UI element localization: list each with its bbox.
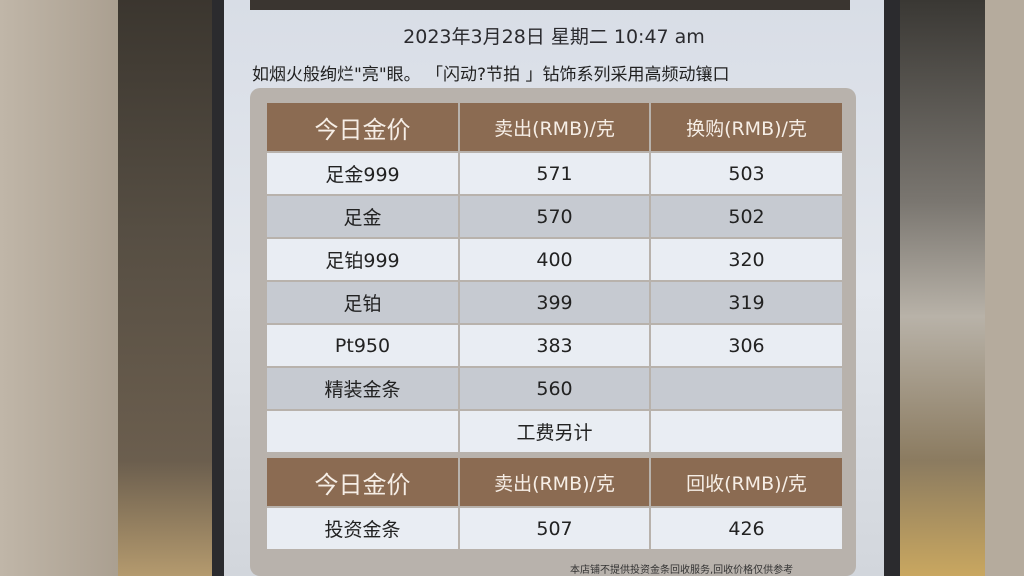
gold-price-table: 今日金价 卖出(RMB)/克 换购(RMB)/克 足金999 571 503 足金 5… bbox=[265, 101, 844, 454]
footnote: 本店铺不提供投资金条回收服务,回收价格仅供参考 bbox=[570, 565, 794, 576]
table-row: 投资金条 507 426 bbox=[267, 508, 842, 549]
cell: 570 bbox=[460, 196, 649, 237]
cell: 383 bbox=[460, 325, 649, 366]
table-row: Pt950 383 306 bbox=[267, 325, 842, 366]
header-cell: 今日金价 bbox=[267, 103, 458, 151]
table-row: 足金 570 502 bbox=[267, 196, 842, 237]
cell: 足金 bbox=[267, 196, 458, 237]
cell: 400 bbox=[460, 239, 649, 280]
table-header: 今日金价 卖出(RMB)/克 回收(RMB)/克 bbox=[267, 458, 842, 506]
table-header: 今日金价 卖出(RMB)/克 换购(RMB)/克 bbox=[267, 103, 842, 151]
header-cell: 换购(RMB)/克 bbox=[651, 103, 842, 151]
cell bbox=[267, 411, 458, 452]
cell: Pt950 bbox=[267, 325, 458, 366]
cell: 足铂 bbox=[267, 282, 458, 323]
wall-right bbox=[985, 0, 1024, 576]
cell: 502 bbox=[651, 196, 842, 237]
cell: 320 bbox=[651, 239, 842, 280]
table-row: 足铂999 400 320 bbox=[267, 239, 842, 280]
cell: 571 bbox=[460, 153, 649, 194]
cell: 投资金条 bbox=[267, 508, 458, 549]
investment-gold-table: 今日金价 卖出(RMB)/克 回收(RMB)/克 投资金条 507 426 bbox=[265, 456, 844, 551]
store-window-left bbox=[118, 0, 218, 576]
table-row: 足金999 571 503 bbox=[267, 153, 842, 194]
cell: 足铂999 bbox=[267, 239, 458, 280]
cell: 工费另计 bbox=[460, 411, 649, 452]
screen-top-bar bbox=[250, 0, 850, 10]
header-cell: 今日金价 bbox=[267, 458, 458, 506]
cell: 560 bbox=[460, 368, 649, 409]
cell: 399 bbox=[460, 282, 649, 323]
header-cell: 卖出(RMB)/克 bbox=[460, 103, 649, 151]
cell: 426 bbox=[651, 508, 842, 549]
cell: 精装金条 bbox=[267, 368, 458, 409]
table-row: 工费另计 bbox=[267, 411, 842, 452]
table-row: 足铂 399 319 bbox=[267, 282, 842, 323]
cell bbox=[651, 368, 842, 409]
cell: 306 bbox=[651, 325, 842, 366]
cell bbox=[651, 411, 842, 452]
date-time: 2023年3月28日 星期二 10:47 am bbox=[403, 26, 705, 48]
header-cell: 回收(RMB)/克 bbox=[651, 458, 842, 506]
scrolling-ticker: 如烟火般绚烂"亮"眼。 「闪动?节拍 」钻饰系列采用高频动镶口 bbox=[252, 65, 730, 85]
cell: 319 bbox=[651, 282, 842, 323]
cell: 503 bbox=[651, 153, 842, 194]
cell: 507 bbox=[460, 508, 649, 549]
wall bbox=[0, 0, 120, 576]
cell: 足金999 bbox=[267, 153, 458, 194]
header-cell: 卖出(RMB)/克 bbox=[460, 458, 649, 506]
table-row: 精装金条 560 bbox=[267, 368, 842, 409]
